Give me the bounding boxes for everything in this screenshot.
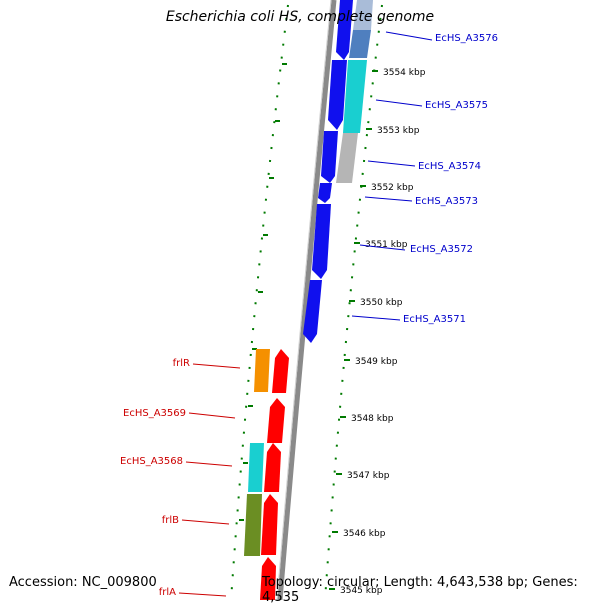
reverse-gene-arrows	[303, 0, 353, 343]
gene-label-EcHS_A3568: EcHS_A3568	[120, 456, 183, 467]
label-leader-line	[178, 592, 227, 597]
gene-arrow-EcHS_A3576	[336, 0, 353, 60]
gene-label-frlA: frlA	[159, 587, 176, 598]
gene-arrow-EcHS_A3571	[303, 280, 322, 343]
kbp-tick-label: 3549 kbp	[355, 357, 398, 367]
label-leader-line	[185, 461, 233, 467]
label-leader-line	[359, 244, 406, 251]
kbp-tick-label: 3552 kbp	[371, 183, 414, 193]
gene-arrow-frlR	[272, 349, 289, 393]
genome-backbone	[277, 0, 337, 600]
forward-gene-arrows	[260, 349, 289, 600]
kbp-tick-label: 3545 kbp	[340, 586, 383, 596]
gene-arrow-EcHS_A3568	[264, 443, 281, 492]
label-leader-line	[375, 99, 423, 107]
topology-text: Topology: circular; Length: 4,643,538 bp…	[262, 575, 578, 605]
map-title: Escherichia coli HS, complete genome	[165, 9, 435, 25]
kbp-tick-label: 3550 kbp	[360, 298, 403, 308]
label-leader-line	[181, 519, 230, 525]
kbp-tick-label: 3548 kbp	[351, 414, 394, 424]
accession-text: Accession: NC_009800	[9, 575, 157, 590]
label-leader-line	[351, 315, 401, 321]
label-leader-line	[188, 412, 236, 419]
gene-label-EcHS_A3576: EcHS_A3576	[435, 33, 498, 44]
gene-label-EcHS_A3575: EcHS_A3575	[425, 100, 488, 111]
gene-arrow-EcHS_A3575	[328, 60, 347, 130]
label-leaders	[178, 31, 433, 597]
inner-major-ticks	[239, 63, 287, 521]
kbp-ticks: 3554 kbp 3553 kbp 3552 kbp 3551 kbp 3550 kbp…	[329, 68, 426, 596]
genome-backbone-highlight	[276, 0, 332, 600]
gene-label-frlR: frlR	[173, 358, 190, 369]
label-leader-line	[385, 31, 433, 41]
gene-labels: EcHS_A3576 EcHS_A3575 EcHS_A3574 EcHS_A3573…	[120, 33, 498, 598]
gene-label-EcHS_A3573: EcHS_A3573	[415, 196, 478, 207]
kbp-tick-label: 3553 kbp	[377, 126, 420, 136]
label-leader-line	[192, 363, 241, 369]
gene-label-EcHS_A3571: EcHS_A3571	[403, 314, 466, 325]
gene-arrow-frlA	[260, 557, 276, 600]
gene-arrow-frlB	[261, 494, 278, 555]
reverse-cog-boxes	[336, 0, 373, 183]
gene-label-EcHS_A3569: EcHS_A3569	[123, 408, 186, 419]
kbp-tick-label: 3547 kbp	[347, 471, 390, 481]
gene-label-EcHS_A3572: EcHS_A3572	[410, 244, 473, 255]
gene-label-frlB: frlB	[162, 515, 179, 526]
kbp-tick-label: 3554 kbp	[383, 68, 426, 78]
gene-label-EcHS_A3574: EcHS_A3574	[418, 161, 481, 172]
label-leader-line	[364, 196, 413, 202]
gene-arrow-EcHS_A3572	[312, 204, 331, 279]
label-leader-line	[367, 160, 416, 167]
gene-arrow-EcHS_A3569	[267, 398, 285, 443]
kbp-tick-label: 3551 kbp	[365, 240, 408, 250]
kbp-tick-label: 3546 kbp	[343, 529, 386, 539]
forward-cog-boxes	[244, 349, 270, 556]
gene-arrow-EcHS_A3573	[318, 183, 332, 203]
gene-arrow-EcHS_A3574	[321, 131, 338, 183]
